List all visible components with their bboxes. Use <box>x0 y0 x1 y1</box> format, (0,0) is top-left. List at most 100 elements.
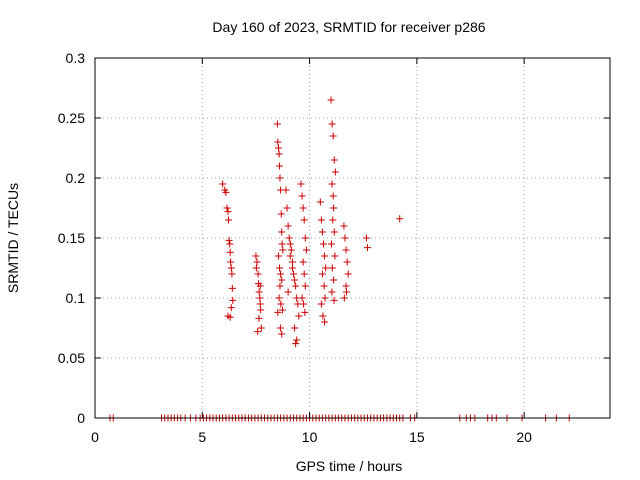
data-point <box>228 284 236 292</box>
data-point <box>299 204 307 212</box>
y-tick-label: 0.15 <box>58 230 85 246</box>
data-point <box>328 264 336 272</box>
data-point <box>278 228 286 236</box>
plot-frame <box>94 57 611 419</box>
data-point <box>274 144 282 152</box>
data-point <box>321 294 329 302</box>
data-point <box>224 216 232 224</box>
data-point <box>223 204 231 212</box>
data-point <box>257 324 265 332</box>
data-point <box>396 215 404 223</box>
data-point <box>226 313 234 321</box>
data-point <box>301 282 309 290</box>
data-point <box>276 162 284 170</box>
data-point <box>256 282 264 290</box>
data-point <box>300 270 308 278</box>
data-point <box>278 276 286 284</box>
x-tick-label: 5 <box>198 429 206 445</box>
chart-title: Day 160 of 2023, SRMTID for receiver p28… <box>212 19 485 35</box>
data-point <box>330 276 338 284</box>
data-point <box>284 222 292 230</box>
data-point <box>321 318 329 326</box>
data-point <box>274 308 282 316</box>
x-tick-label: 15 <box>409 429 425 445</box>
data-point <box>291 276 299 284</box>
data-point <box>224 208 232 216</box>
data-point <box>229 296 237 304</box>
data-point <box>283 204 291 212</box>
data-point <box>340 222 348 230</box>
y-tick-label: 0.05 <box>58 350 85 366</box>
data-point <box>330 296 338 304</box>
data-point <box>330 228 338 236</box>
data-point <box>298 192 306 200</box>
y-axis-label: SRMTID / TECUs <box>5 183 21 293</box>
data-point <box>276 282 284 290</box>
data-point <box>330 156 338 164</box>
data-point <box>301 234 309 242</box>
x-tick-label: 20 <box>516 429 532 445</box>
data-point <box>340 294 348 302</box>
data-point <box>292 282 300 290</box>
data-point <box>276 264 284 272</box>
data-point <box>284 288 292 296</box>
data-point <box>288 258 296 266</box>
data-point <box>327 240 335 248</box>
x-tick-label: 0 <box>91 429 99 445</box>
y-tick-label: 0.25 <box>58 110 85 126</box>
data-point <box>320 240 328 248</box>
data-point <box>256 300 264 308</box>
data-point <box>293 336 301 344</box>
data-point <box>321 252 329 260</box>
data-point <box>226 248 234 256</box>
data-point <box>292 340 300 348</box>
data-point <box>228 270 236 278</box>
data-point <box>286 240 294 248</box>
data-point <box>276 174 284 182</box>
data-point <box>297 180 305 188</box>
data-point <box>300 216 308 224</box>
data-point <box>254 328 262 336</box>
data-point <box>276 324 284 332</box>
x-tick-label: 10 <box>302 429 318 445</box>
data-point <box>282 186 290 194</box>
data-point <box>329 216 337 224</box>
data-point <box>286 252 294 260</box>
data-point <box>288 264 296 272</box>
data-point <box>227 264 235 272</box>
data-point <box>301 308 309 316</box>
data-point <box>219 180 227 188</box>
data-point <box>328 120 336 128</box>
data-point <box>329 132 337 140</box>
data-point <box>342 288 350 296</box>
data-point <box>255 288 263 296</box>
data-point <box>344 270 352 278</box>
data-point <box>328 180 336 188</box>
data-point <box>252 252 260 260</box>
data-point <box>299 258 307 266</box>
data-point <box>287 246 295 254</box>
data-point <box>256 294 264 302</box>
data-point <box>226 240 234 248</box>
data-point <box>278 240 286 248</box>
data-point <box>331 252 339 260</box>
data-point <box>331 168 339 176</box>
data-point <box>227 258 235 266</box>
axis-ticks <box>94 57 610 419</box>
data-point <box>279 306 287 314</box>
data-point <box>275 150 283 158</box>
data-point <box>302 246 310 254</box>
data-point <box>364 244 372 252</box>
data-point <box>328 288 336 296</box>
data-point <box>317 300 325 308</box>
data-point <box>362 234 370 242</box>
data-point <box>343 258 351 266</box>
x-axis-label: GPS time / hours <box>296 458 403 474</box>
grid <box>95 58 610 418</box>
data-point <box>277 270 285 278</box>
data-point <box>318 228 326 236</box>
data-point <box>289 270 297 278</box>
data-point <box>252 264 260 272</box>
data-point <box>341 234 349 242</box>
data-point <box>330 204 338 212</box>
